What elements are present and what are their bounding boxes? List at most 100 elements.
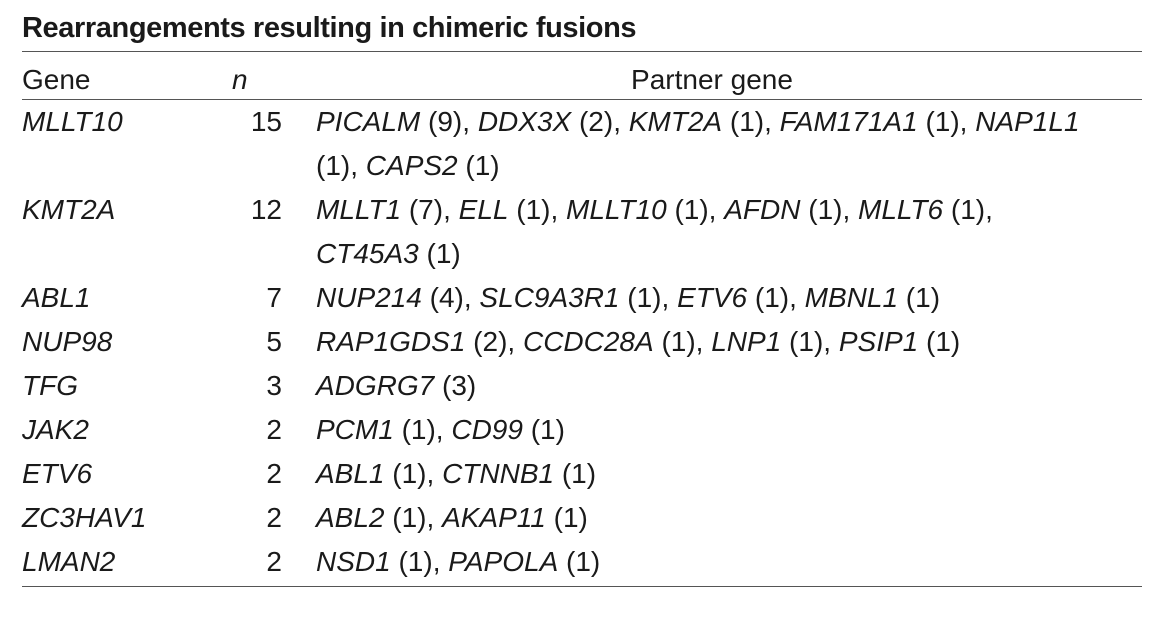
partner-gene-count: (1) xyxy=(917,106,960,137)
partner-gene-name: PCM1 xyxy=(316,414,394,445)
header-n: n xyxy=(232,64,248,95)
partner-gene-name: MBNL1 xyxy=(804,282,899,313)
bottom-rule xyxy=(22,586,1142,587)
partner-gene-name: AKAP11 xyxy=(442,502,546,533)
table-row: MLLT10 15 PICALM (9), DDX3X (2), KMT2A (1)… xyxy=(22,100,1142,188)
partner-cell: PICALM (9), DDX3X (2), KMT2A (1), FAM171… xyxy=(316,106,1080,181)
partner-gene-name: AFDN xyxy=(724,194,801,225)
partner-gene-count: (1) xyxy=(384,502,427,533)
top-rule xyxy=(22,51,1142,52)
partner-cell: RAP1GDS1 (2), CCDC28A (1), LNP1 (1), PSI… xyxy=(316,326,961,357)
table-row: ABL1 7 NUP214 (4), SLC9A3R1 (1), ETV6 (1),… xyxy=(22,276,1142,320)
partner-gene-count: (7) xyxy=(401,194,444,225)
partner-cell: NSD1 (1), PAPOLA (1) xyxy=(316,546,601,577)
partner-gene-count: (1) xyxy=(781,326,824,357)
partner-gene-name: ELL xyxy=(458,194,509,225)
partner-gene-name: NAP1L1 xyxy=(975,106,1080,137)
partner-gene-name: ETV6 xyxy=(677,282,748,313)
n-cell: 2 xyxy=(266,546,282,577)
partner-cell: ABL2 (1), AKAP11 (1) xyxy=(316,502,588,533)
partner-gene-name: ABL2 xyxy=(316,502,385,533)
partner-cell: PCM1 (1), CD99 (1) xyxy=(316,414,565,445)
gene-cell: ETV6 xyxy=(22,458,93,489)
partner-gene-count: (1) xyxy=(393,414,436,445)
partner-gene-count: (1) xyxy=(722,106,765,137)
partner-gene-name: PICALM xyxy=(316,106,421,137)
partner-cell: MLLT1 (7), ELL (1), MLLT10 (1), AFDN (1)… xyxy=(316,194,993,269)
partner-gene-name: NUP214 xyxy=(316,282,422,313)
partner-gene-count: (1) xyxy=(747,282,790,313)
table-title: Rearrangements resulting in chimeric fus… xyxy=(22,12,637,44)
partner-gene-count: (1) xyxy=(390,546,433,577)
partner-gene-count: (1) xyxy=(316,150,351,181)
partner-gene-count: (1) xyxy=(457,150,500,181)
partner-gene-count: (1) xyxy=(418,238,461,269)
partner-gene-count: (4) xyxy=(421,282,464,313)
partner-gene-count: (1) xyxy=(918,326,961,357)
partner-gene-name: ABL1 xyxy=(316,458,385,489)
gene-cell: ABL1 xyxy=(22,282,91,313)
header-rule xyxy=(22,99,1142,100)
partner-gene-count: (1) xyxy=(522,414,565,445)
gene-cell: LMAN2 xyxy=(22,546,116,577)
partner-gene-name: CTNNB1 xyxy=(442,458,555,489)
partner-gene-name: FAM171A1 xyxy=(779,106,918,137)
partner-gene-count: (1) xyxy=(619,282,662,313)
table-row: LMAN2 2 NSD1 (1), PAPOLA (1) xyxy=(22,540,1142,584)
partner-cell: ADGRG7 (3) xyxy=(282,364,1142,408)
table-row: ZC3HAV1 2 ABL2 (1), AKAP11 (1) xyxy=(22,496,1142,540)
partner-gene-name: LNP1 xyxy=(711,326,782,357)
partner-gene-count: (1) xyxy=(384,458,427,489)
partner-gene-count: (1) xyxy=(666,194,709,225)
partner-gene-name: ADGRG7 xyxy=(316,370,435,401)
header-gene: Gene xyxy=(22,64,91,95)
partner-gene-name: KMT2A xyxy=(628,106,723,137)
partner-gene-name: CT45A3 xyxy=(316,238,419,269)
n-cell: 2 xyxy=(266,414,282,445)
partner-gene-name: PSIP1 xyxy=(838,326,919,357)
partner-gene-name: CD99 xyxy=(451,414,523,445)
partner-cell: ABL1 (1), CTNNB1 (1) xyxy=(316,458,597,489)
n-cell: 7 xyxy=(266,282,282,313)
partner-gene-name: PAPOLA xyxy=(448,546,559,577)
partner-gene-count: (1) xyxy=(898,282,941,313)
table-row: KMT2A 12 MLLT1 (7), ELL (1), MLLT10 (1), A… xyxy=(22,188,1142,276)
partner-gene-count: (1) xyxy=(554,458,597,489)
partner-gene-count: (9) xyxy=(420,106,463,137)
gene-cell: TFG xyxy=(22,370,78,401)
partner-gene-name: MLLT6 xyxy=(858,194,944,225)
gene-cell: MLLT10 xyxy=(22,106,123,137)
n-cell: 3 xyxy=(266,370,282,401)
partner-gene-count: (2) xyxy=(465,326,508,357)
table-row: TFG 3 ADGRG7 (3) xyxy=(22,364,1142,408)
n-cell: 12 xyxy=(250,194,282,225)
table-row: JAK2 2 PCM1 (1), CD99 (1) xyxy=(22,408,1142,452)
table-row: ETV6 2 ABL1 (1), CTNNB1 (1) xyxy=(22,452,1142,496)
partner-gene-count: (1) xyxy=(800,194,843,225)
partner-gene-count: (1) xyxy=(653,326,696,357)
partner-gene-name: RAP1GDS1 xyxy=(316,326,466,357)
gene-cell: JAK2 xyxy=(22,414,89,445)
partner-cell: NUP214 (4), SLC9A3R1 (1), ETV6 (1), MBNL… xyxy=(316,282,941,313)
n-cell: 5 xyxy=(266,326,282,357)
header-partner: Partner gene xyxy=(631,64,793,95)
partner-gene-count: (1) xyxy=(508,194,551,225)
partner-gene-count: (1) xyxy=(558,546,601,577)
table-body: MLLT10 15 PICALM (9), DDX3X (2), KMT2A (1)… xyxy=(22,100,1142,584)
fusion-table: Rearrangements resulting in chimeric fus… xyxy=(22,0,1142,587)
partner-gene-name: NSD1 xyxy=(316,546,391,577)
partner-gene-count: (1) xyxy=(545,502,588,533)
n-cell: 2 xyxy=(266,502,282,533)
partner-gene-name: CAPS2 xyxy=(365,150,458,181)
gene-cell: KMT2A xyxy=(22,194,116,225)
partner-gene-name: MLLT10 xyxy=(566,194,667,225)
partner-gene-name: SLC9A3R1 xyxy=(479,282,620,313)
partner-gene-count: (2) xyxy=(571,106,614,137)
n-cell: 2 xyxy=(266,458,282,489)
partner-gene-name: MLLT1 xyxy=(316,194,402,225)
partner-gene-count: (3) xyxy=(434,370,477,401)
n-cell: 15 xyxy=(250,106,282,137)
partner-gene-count: (1) xyxy=(943,194,986,225)
gene-cell: ZC3HAV1 xyxy=(22,502,147,533)
gene-cell: NUP98 xyxy=(22,326,113,357)
